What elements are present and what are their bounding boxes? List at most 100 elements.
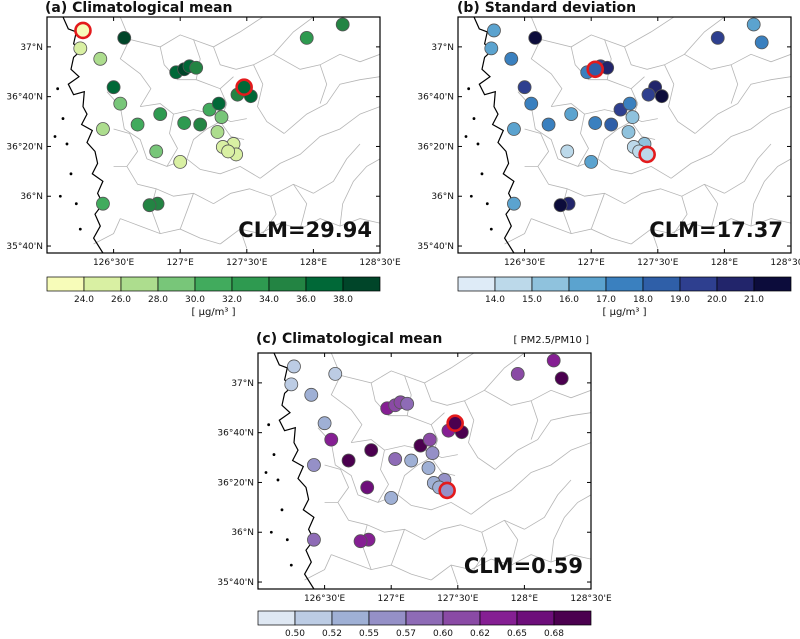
station-point — [422, 432, 437, 447]
island — [469, 194, 473, 198]
colorbar-cell — [342, 276, 381, 292]
highlighted-station — [638, 145, 656, 164]
admin-boundary — [694, 76, 791, 134]
y-tick-label: 36°N — [20, 192, 43, 202]
colorbar-unit: [ μg/m³ ] — [603, 307, 647, 318]
colorbar-tick-label: 0.57 — [396, 629, 416, 639]
colorbar-cell — [268, 276, 307, 292]
colorbar-tick-label: 0.52 — [322, 629, 342, 639]
station-point — [621, 125, 636, 139]
station-point — [307, 532, 321, 547]
station-point — [507, 196, 521, 211]
station-point — [142, 198, 157, 213]
admin-boundary — [550, 494, 591, 563]
colorbar-tick-label: 0.55 — [359, 629, 379, 639]
y-tick-label: 36°40'N — [6, 93, 43, 103]
admin-boundary — [597, 121, 632, 160]
station-point — [404, 453, 419, 468]
admin-boundary — [186, 121, 221, 160]
colorbar-cell — [305, 276, 344, 292]
x-tick-label: 126°30'E — [504, 258, 546, 268]
clm-annotation: CLM=17.37 — [649, 218, 783, 242]
island — [264, 471, 268, 474]
station-point — [754, 35, 769, 50]
colorbar-tick-label: 0.68 — [544, 629, 564, 639]
map-layer — [264, 353, 591, 589]
colorbar-cell — [442, 610, 481, 626]
y-tick-label: 35°40'N — [417, 242, 454, 252]
station-point — [507, 122, 521, 136]
station-point — [384, 490, 399, 505]
station-point — [484, 41, 499, 56]
colorbar-tick-label: 17.0 — [596, 295, 616, 305]
station-point — [189, 60, 204, 75]
y-tick-label: 37°N — [431, 43, 454, 53]
admin-boundary — [670, 106, 791, 179]
station-point — [504, 51, 519, 66]
station-point — [541, 117, 556, 132]
station-point — [746, 17, 761, 32]
highlighted-station — [235, 78, 253, 97]
map-frame — [457, 16, 792, 254]
admin-boundary — [494, 412, 591, 470]
station-point — [554, 371, 569, 386]
colorbar-tick-label: 32.0 — [222, 295, 242, 305]
admin-boundary — [159, 46, 234, 90]
station-point — [324, 432, 339, 447]
island — [280, 508, 284, 512]
x-tick-label: 127°E — [167, 258, 195, 268]
y-tick-label: 36°20'N — [6, 142, 43, 152]
station-point — [284, 377, 299, 392]
admin-boundary — [577, 114, 589, 167]
island — [489, 227, 493, 231]
colorbar-unit: [ μg/m³ ] — [192, 307, 236, 318]
colorbar-tick-label: 38.0 — [333, 295, 353, 305]
admin-boundary — [324, 464, 350, 503]
colorbar-cell — [83, 276, 122, 292]
x-tick-label: 127°30'E — [437, 594, 479, 604]
colorbar: 0.50 0.52 0.55 0.57 0.60 0.62 0.65 0.68 — [257, 610, 592, 639]
station-point — [564, 107, 579, 121]
station-point — [510, 367, 525, 381]
colorbar-cell — [479, 610, 518, 626]
clm-annotation: CLM=29.94 — [238, 218, 372, 242]
island — [467, 87, 471, 91]
station-point — [221, 144, 236, 159]
admin-boundary — [504, 520, 519, 566]
x-tick-label: 128°30'E — [570, 594, 612, 604]
station-point — [604, 117, 619, 132]
chart-title: (c) Climatological mean — [256, 331, 442, 347]
station-point — [400, 396, 415, 411]
map-layer — [464, 17, 791, 253]
admin-boundary — [259, 106, 380, 179]
admin-boundary — [351, 439, 458, 459]
chart-title: (b) Standard deviation — [457, 0, 636, 16]
island — [472, 117, 476, 120]
map-layer — [53, 17, 380, 253]
station-point — [654, 89, 669, 104]
colorbar-cell — [157, 276, 196, 292]
station-point — [421, 461, 436, 475]
colorbar-cell — [257, 610, 296, 626]
island — [485, 202, 489, 206]
admin-boundary — [531, 218, 632, 245]
admin-boundary — [166, 114, 178, 167]
station-point — [113, 96, 128, 111]
x-tick-label: 127°E — [378, 594, 406, 604]
admin-boundary — [213, 183, 314, 205]
colorbar-cell — [294, 610, 333, 626]
station-point — [546, 353, 561, 368]
station-point — [193, 117, 208, 132]
y-tick-label: 36°N — [231, 528, 254, 538]
ratio-label: [ PM2.5/PM10 ] — [514, 335, 590, 346]
station-point — [153, 107, 168, 121]
colorbar-cell — [331, 610, 370, 626]
station-point — [299, 31, 314, 45]
admin-boundary — [370, 382, 445, 426]
station-point — [335, 17, 350, 32]
station-point — [425, 446, 440, 460]
colorbar-cell — [553, 610, 592, 626]
station-point — [360, 480, 375, 495]
colorbar-cell — [642, 276, 681, 292]
colorbar-tick-label: 0.60 — [433, 629, 453, 639]
